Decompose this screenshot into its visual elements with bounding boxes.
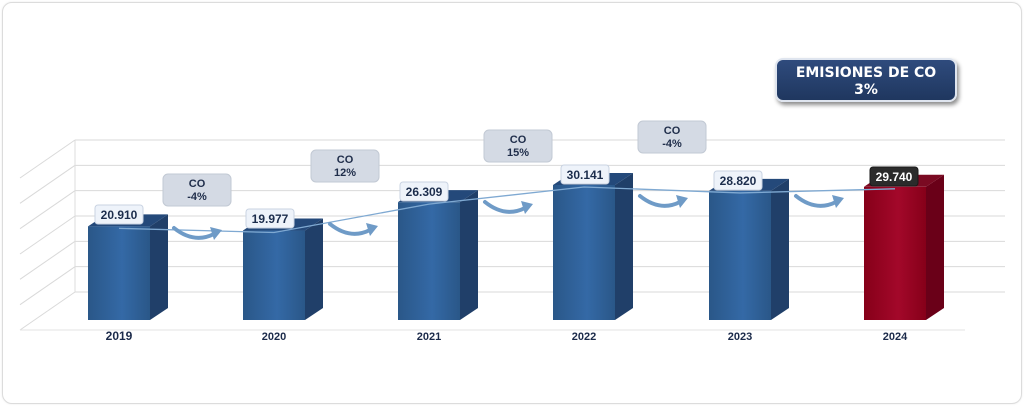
gridline-side bbox=[19, 164, 76, 204]
bar-side bbox=[305, 218, 323, 320]
data-label: 28.820 bbox=[713, 170, 763, 191]
badge-value: 3% bbox=[854, 82, 878, 98]
gridline-side bbox=[19, 266, 76, 306]
x-tick-label: 2021 bbox=[417, 331, 441, 343]
data-label: 19.977 bbox=[245, 208, 295, 229]
bar bbox=[553, 185, 615, 320]
change-arrow bbox=[172, 226, 216, 240]
bar bbox=[88, 226, 150, 320]
callout-box bbox=[637, 120, 707, 154]
data-label-box bbox=[869, 166, 919, 187]
trend-line bbox=[118, 186, 896, 234]
change-arrowhead bbox=[521, 201, 533, 214]
x-tick-label: 2019 bbox=[106, 329, 133, 343]
data-label: 20.910 bbox=[94, 204, 144, 225]
gridline-side bbox=[19, 190, 76, 230]
change-arrowhead bbox=[366, 223, 378, 236]
gridline-side bbox=[19, 139, 76, 179]
change-arrow bbox=[483, 200, 527, 214]
bar-side bbox=[771, 178, 789, 320]
data-label-box bbox=[560, 164, 610, 185]
data-label-text: 19.977 bbox=[252, 212, 289, 226]
data-label-text: 20.910 bbox=[101, 208, 138, 222]
callout-box bbox=[310, 149, 380, 183]
callout-pct: 15% bbox=[507, 147, 529, 159]
change-arrow bbox=[794, 194, 838, 208]
bar bbox=[243, 230, 305, 320]
badge-title: EMISIONES DE CO bbox=[795, 65, 937, 81]
x-tick-label: 2024 bbox=[883, 331, 908, 343]
change-callout: CO-4% bbox=[637, 120, 707, 154]
change-arrowhead bbox=[832, 195, 844, 208]
bar bbox=[709, 190, 771, 320]
callout-label: CO bbox=[510, 134, 527, 146]
data-label: 29.740 bbox=[869, 166, 919, 187]
data-label-text: 30.141 bbox=[567, 168, 604, 182]
callout-pct: -4% bbox=[662, 138, 682, 150]
bar-side bbox=[150, 214, 168, 320]
callout-box bbox=[483, 129, 553, 163]
data-label-box bbox=[713, 170, 763, 191]
callout-pct: -4% bbox=[187, 191, 207, 203]
bar-side bbox=[926, 174, 944, 320]
x-tick-label: 2023 bbox=[728, 331, 752, 343]
data-label-text: 29.740 bbox=[876, 170, 913, 184]
data-label: 30.141 bbox=[560, 164, 610, 185]
callout-label: CO bbox=[664, 125, 681, 137]
x-tick-label: 2020 bbox=[262, 331, 286, 343]
bar bbox=[398, 202, 460, 320]
data-label-box bbox=[94, 204, 144, 225]
x-tick-label: 2022 bbox=[572, 331, 596, 343]
data-label-box bbox=[245, 208, 295, 229]
change-arrow bbox=[638, 194, 682, 208]
callout-box bbox=[162, 173, 232, 207]
callout-label: CO bbox=[337, 154, 354, 166]
bar bbox=[864, 186, 926, 320]
gridline-side bbox=[19, 240, 76, 280]
gridline-side bbox=[19, 215, 76, 255]
data-label-text: 26.309 bbox=[406, 185, 443, 199]
callout-label: CO bbox=[189, 178, 206, 190]
callout-pct: 12% bbox=[334, 167, 356, 179]
data-label-text: 28.820 bbox=[720, 174, 757, 188]
bar-side bbox=[460, 190, 478, 320]
gridline-side bbox=[19, 291, 76, 331]
change-callout: CO-4% bbox=[162, 173, 232, 207]
bar-side bbox=[615, 173, 633, 320]
data-label: 26.309 bbox=[399, 181, 449, 202]
data-label-box bbox=[399, 181, 449, 202]
change-arrow bbox=[328, 222, 372, 236]
change-arrowhead bbox=[676, 195, 688, 208]
change-arrowhead bbox=[210, 227, 222, 240]
emissions-badge: EMISIONES DE CO 3% bbox=[775, 58, 957, 102]
